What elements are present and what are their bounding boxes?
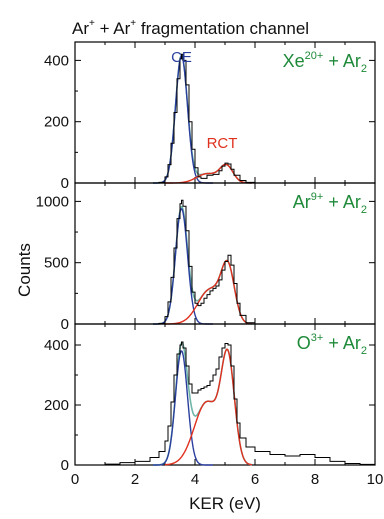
y-tick-label: 200: [44, 114, 69, 131]
data-histogram: [153, 53, 375, 184]
x-tick-label: 8: [311, 471, 319, 488]
y-tick-label: 500: [44, 255, 69, 272]
figure-title: Ar+ + Ar+ fragmentation channel: [72, 18, 309, 38]
x-tick-label: 2: [131, 471, 139, 488]
rct-fit-line: [165, 259, 253, 325]
y-tick-label: 400: [44, 337, 69, 354]
y-tick-label: 1000: [36, 193, 69, 210]
ce-fit-line: [153, 208, 213, 325]
data-histogram: [153, 199, 375, 325]
rct-fit-line: [164, 348, 253, 466]
y-tick-label: 0: [61, 316, 69, 333]
panel-label: O3+ + Ar2: [297, 332, 367, 357]
rct-fit-line: [165, 163, 252, 184]
y-tick-label: 0: [61, 175, 69, 192]
x-tick-label: 4: [191, 471, 199, 488]
panel-label: Xe20+ + Ar2: [283, 50, 367, 75]
annotation-rct: RCT: [207, 135, 238, 152]
y-axis-label: Counts: [15, 243, 34, 297]
y-tick-label: 200: [44, 397, 69, 414]
annotation-ce: CE: [171, 49, 192, 66]
ce-fit-line: [153, 55, 213, 184]
data-histogram: [87, 341, 376, 466]
total-fit-line: [153, 54, 252, 184]
y-tick-label: 0: [61, 457, 69, 474]
x-tick-label: 0: [71, 471, 79, 488]
panel-label: Ar9+ + Ar2: [293, 191, 367, 216]
panel-top: 0 200 400 Xe20+ + Ar2 CE RCT: [44, 41, 376, 192]
x-tick-label: 6: [251, 471, 259, 488]
x-axis-label: KER (eV): [189, 494, 261, 513]
ce-fit-line: [153, 350, 213, 466]
panel-bottom: 0 200 400 0 2 4 6 8 10 O3+ + Ar2: [44, 323, 384, 488]
panel-middle: 0 500 1000 Ar9+ + Ar2: [36, 182, 376, 333]
y-tick-label: 400: [44, 52, 69, 69]
x-tick-label: 10: [367, 471, 384, 488]
